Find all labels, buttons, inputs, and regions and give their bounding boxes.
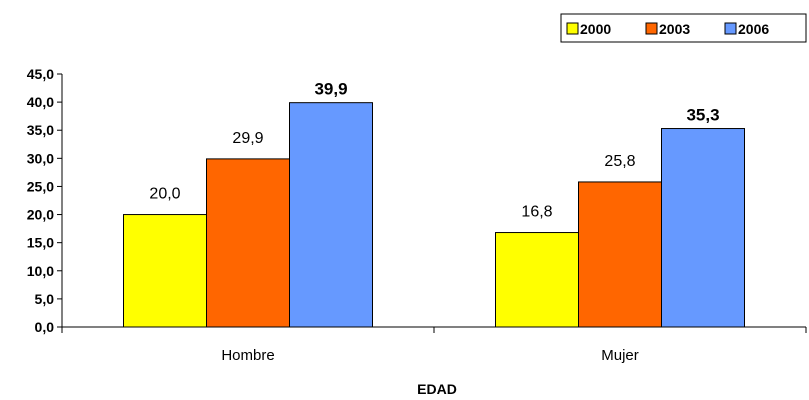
- category-label-hombre: Hombre: [221, 347, 274, 364]
- legend-label-2003: 2003: [659, 21, 690, 37]
- legend: 2000 2003 2006: [560, 13, 807, 43]
- bar-hombre-2000: [123, 214, 207, 328]
- bars: 20,0 29,9 39,9 16,8 25,8 35,3: [123, 80, 745, 328]
- legend-swatch-2003: [645, 22, 658, 35]
- y-tick-label: 45,0: [27, 66, 54, 82]
- data-label-hombre-2000: 20,0: [149, 186, 180, 203]
- data-label-hombre-2006: 39,9: [314, 80, 347, 99]
- y-tick-label: 20,0: [27, 207, 54, 223]
- y-tick-label: 30,0: [27, 150, 54, 166]
- category-label-mujer: Mujer: [601, 347, 639, 364]
- legend-label-2006: 2006: [738, 21, 769, 37]
- y-tick-label: 40,0: [27, 94, 54, 110]
- bar-hombre-2003: [206, 158, 290, 328]
- y-tick-label: 25,0: [27, 178, 54, 194]
- data-label-hombre-2003: 29,9: [232, 130, 263, 147]
- bar-mujer-2000: [495, 232, 579, 328]
- data-label-mujer-2003: 25,8: [604, 153, 635, 170]
- y-tick-label: 35,0: [27, 122, 54, 138]
- legend-box: [560, 13, 807, 43]
- data-label-mujer-2006: 35,3: [686, 106, 719, 125]
- bar-hombre-2006: [289, 102, 373, 328]
- legend-label-2000: 2000: [580, 21, 611, 37]
- data-label-mujer-2000: 16,8: [521, 204, 552, 221]
- y-tick-label: 15,0: [27, 235, 54, 251]
- y-axis: 0,0 5,0 10,0 15,0 20,0 25,0 30,0 35,0 40,0 45,0: [27, 66, 63, 335]
- x-axis-title: EDAD: [417, 381, 457, 397]
- y-tick-label: 5,0: [35, 291, 55, 307]
- bar-mujer-2003: [578, 181, 662, 328]
- y-tick-label: 0,0: [35, 319, 55, 335]
- legend-swatch-2000: [566, 22, 579, 35]
- y-tick-label: 10,0: [27, 263, 54, 279]
- bar-mujer-2006: [661, 128, 745, 328]
- legend-swatch-2006: [724, 22, 737, 35]
- x-axis: Hombre Mujer: [61, 326, 807, 364]
